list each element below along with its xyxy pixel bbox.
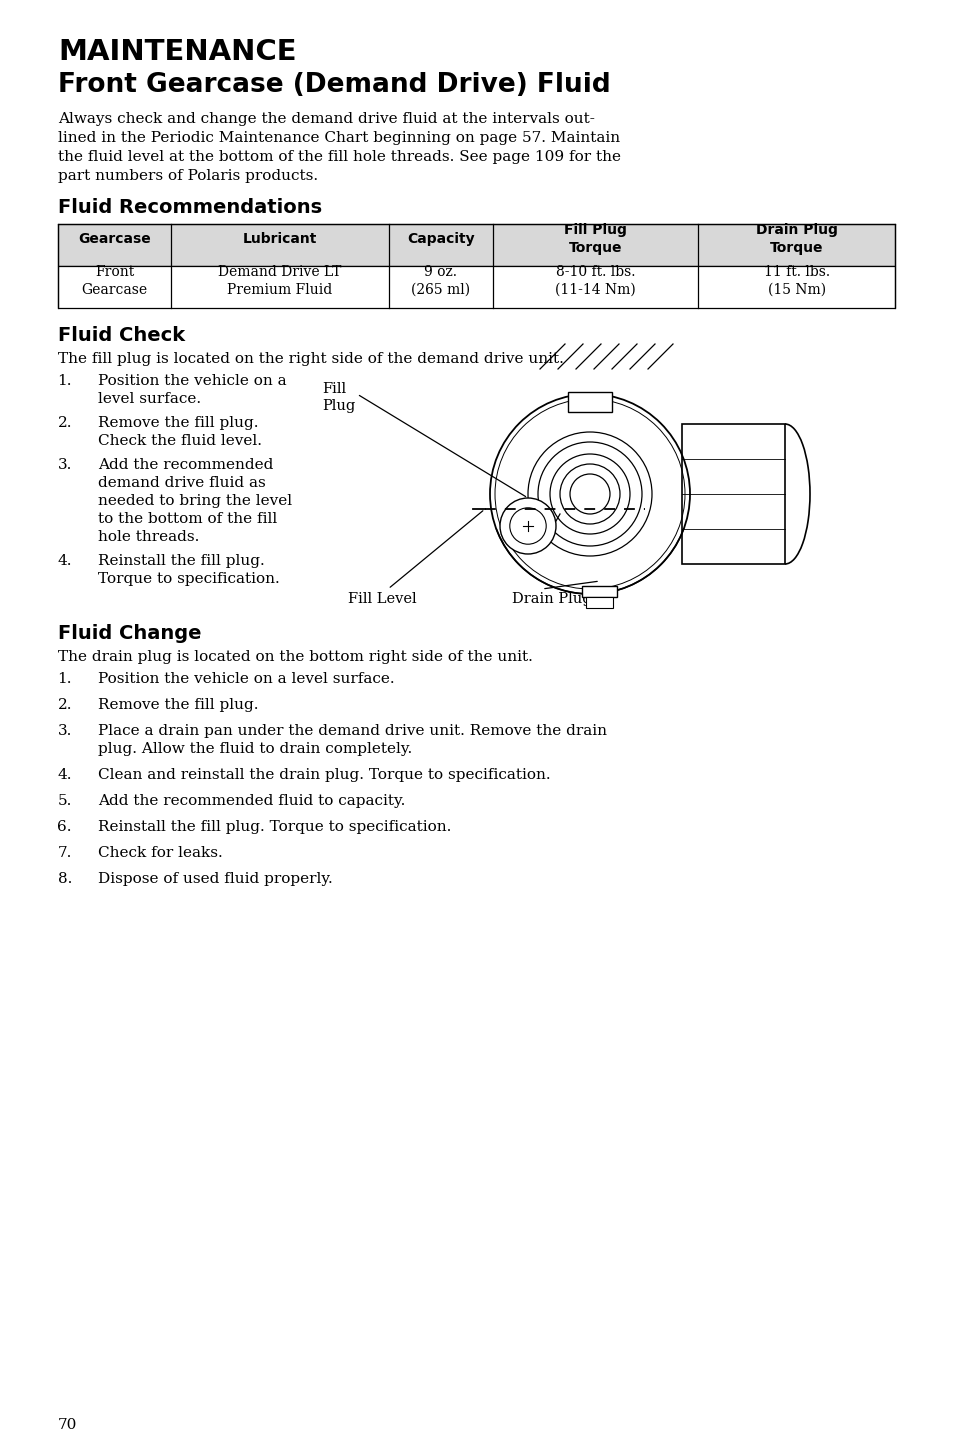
Text: the fluid level at the bottom of the fill hole threads. See page 109 for the: the fluid level at the bottom of the fil…	[58, 150, 620, 164]
Text: lined in the Periodic Maintenance Chart beginning on page 57. Maintain: lined in the Periodic Maintenance Chart …	[58, 131, 619, 145]
Text: Fill: Fill	[322, 382, 346, 395]
Text: Fluid Change: Fluid Change	[58, 624, 201, 643]
Bar	[681, 425, 784, 564]
Text: Fluid Check: Fluid Check	[58, 326, 185, 345]
Text: Remove the fill plug.: Remove the fill plug.	[98, 698, 258, 712]
Text: Reinstall the fill plug. Torque to specification.: Reinstall the fill plug. Torque to speci…	[98, 820, 451, 835]
Text: 70: 70	[58, 1418, 77, 1432]
Text: needed to bring the level: needed to bring the level	[98, 494, 292, 507]
Text: Check for leaks.: Check for leaks.	[98, 846, 222, 859]
Text: MAINTENANCE: MAINTENANCE	[58, 38, 296, 65]
Text: Position the vehicle on a level surface.: Position the vehicle on a level surface.	[98, 672, 395, 686]
Text: Drain Plug: Drain Plug	[512, 592, 591, 606]
Text: Position the vehicle on a: Position the vehicle on a	[98, 374, 286, 388]
Bar	[567, 393, 612, 411]
Text: Remove the fill plug.: Remove the fill plug.	[98, 416, 258, 430]
Text: The drain plug is located on the bottom right side of the unit.: The drain plug is located on the bottom …	[58, 650, 533, 664]
Circle shape	[499, 499, 556, 554]
Text: Add the recommended: Add the recommended	[98, 458, 274, 473]
Bar	[58, 224, 894, 266]
Text: Dispose of used fluid properly.: Dispose of used fluid properly.	[98, 872, 333, 885]
Circle shape	[509, 507, 546, 544]
Text: 9 oz.
(265 ml): 9 oz. (265 ml)	[411, 265, 470, 297]
Text: 4.: 4.	[57, 768, 71, 782]
Text: The fill plug is located on the right side of the demand drive unit.: The fill plug is located on the right si…	[58, 352, 563, 366]
Text: Front Gearcase (Demand Drive) Fluid: Front Gearcase (Demand Drive) Fluid	[58, 73, 610, 97]
Text: Drain Plug
Torque: Drain Plug Torque	[755, 224, 837, 254]
Text: Check the fluid level.: Check the fluid level.	[98, 433, 262, 448]
Text: Gearcase: Gearcase	[78, 233, 151, 246]
Text: 11 ft. lbs.
(15 Nm): 11 ft. lbs. (15 Nm)	[762, 265, 829, 297]
Text: 3.: 3.	[57, 724, 71, 739]
Text: Demand Drive LT
Premium Fluid: Demand Drive LT Premium Fluid	[218, 265, 341, 297]
Text: Fluid Recommendations: Fluid Recommendations	[58, 198, 322, 217]
Text: Reinstall the fill plug.: Reinstall the fill plug.	[98, 554, 265, 569]
Text: 5.: 5.	[57, 794, 71, 808]
Text: Always check and change the demand drive fluid at the intervals out-: Always check and change the demand drive…	[58, 112, 595, 126]
Bar	[58, 266, 894, 308]
Text: level surface.: level surface.	[98, 393, 201, 406]
Text: 1.: 1.	[57, 672, 71, 686]
Text: 2.: 2.	[57, 698, 71, 712]
Text: Lubricant: Lubricant	[242, 233, 316, 246]
Text: to the bottom of the fill: to the bottom of the fill	[98, 512, 277, 526]
Text: Capacity: Capacity	[407, 233, 475, 246]
Text: Add the recommended fluid to capacity.: Add the recommended fluid to capacity.	[98, 794, 405, 808]
Text: 4.: 4.	[57, 554, 71, 569]
Text: 8.: 8.	[57, 872, 71, 885]
Text: Clean and reinstall the drain plug. Torque to specification.: Clean and reinstall the drain plug. Torq…	[98, 768, 550, 782]
Bar	[586, 598, 613, 608]
Text: part numbers of Polaris products.: part numbers of Polaris products.	[58, 169, 317, 183]
Text: Fill Level: Fill Level	[348, 592, 416, 606]
Text: 6.: 6.	[57, 820, 71, 835]
Text: Plug: Plug	[322, 398, 355, 413]
Bar	[582, 586, 617, 598]
Text: hole threads.: hole threads.	[98, 531, 199, 544]
Text: Place a drain pan under the demand drive unit. Remove the drain: Place a drain pan under the demand drive…	[98, 724, 606, 739]
Text: demand drive fluid as: demand drive fluid as	[98, 475, 266, 490]
Text: Torque to specification.: Torque to specification.	[98, 571, 279, 586]
Text: 2.: 2.	[57, 416, 71, 430]
Text: 8-10 ft. lbs.
(11-14 Nm): 8-10 ft. lbs. (11-14 Nm)	[555, 265, 636, 297]
Text: Front
Gearcase: Front Gearcase	[81, 265, 148, 297]
Text: 1.: 1.	[57, 374, 71, 388]
Text: plug. Allow the fluid to drain completely.: plug. Allow the fluid to drain completel…	[98, 742, 412, 756]
Text: 7.: 7.	[57, 846, 71, 859]
Text: 3.: 3.	[57, 458, 71, 473]
Text: Fill Plug
Torque: Fill Plug Torque	[564, 224, 626, 254]
